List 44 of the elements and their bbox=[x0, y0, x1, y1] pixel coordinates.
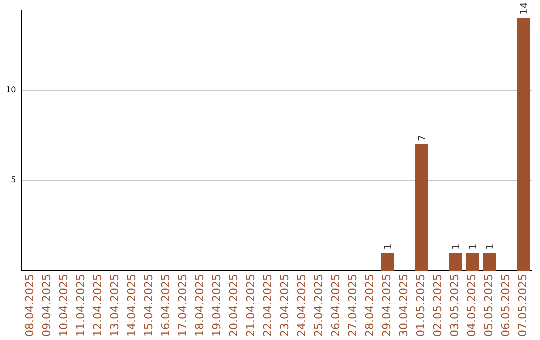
x-tick-label: 01.05.2025 bbox=[414, 274, 428, 338]
x-tick-label: 05.05.2025 bbox=[482, 274, 496, 338]
x-tick-label: 14.04.2025 bbox=[126, 274, 139, 338]
x-tick-label: 13.04.2025 bbox=[108, 274, 122, 338]
x-tick-label: 25.04.2025 bbox=[312, 274, 326, 338]
x-tick-label: 22.04.2025 bbox=[262, 274, 275, 338]
x-tick-label: 30.04.2025 bbox=[398, 274, 411, 338]
x-tick-label: 04.05.2025 bbox=[466, 274, 479, 338]
x-tick-label: 24.04.2025 bbox=[296, 274, 309, 338]
data-label: 14 bbox=[520, 2, 531, 16]
data-label: 1 bbox=[384, 244, 395, 250]
x-tick-label: 02.05.2025 bbox=[432, 274, 445, 338]
x-tick-label: 08.04.2025 bbox=[24, 274, 37, 338]
bar bbox=[381, 252, 394, 272]
x-tick-label: 09.04.2025 bbox=[40, 274, 54, 338]
x-tick-label: 21.04.2025 bbox=[244, 274, 258, 338]
x-tick-label: 06.05.2025 bbox=[500, 274, 513, 338]
bar bbox=[466, 252, 480, 272]
x-tick-label: 27.04.2025 bbox=[346, 274, 360, 338]
x-tick-label: 10.04.2025 bbox=[58, 274, 71, 338]
x-tick-label: 11.04.2025 bbox=[74, 274, 88, 338]
x-tick-label: 29.04.2025 bbox=[380, 274, 394, 338]
x-tick-label: 03.05.2025 bbox=[448, 274, 462, 338]
x-tick-label: 20.04.2025 bbox=[228, 274, 241, 338]
data-label: 1 bbox=[468, 244, 480, 250]
data-label: 7 bbox=[418, 135, 429, 142]
x-tick-label: 07.05.2025 bbox=[516, 274, 530, 338]
data-label: 1 bbox=[486, 244, 497, 250]
data-label: 1 bbox=[452, 244, 463, 250]
bar bbox=[483, 252, 496, 272]
bar bbox=[517, 18, 530, 272]
bar bbox=[449, 252, 462, 272]
x-tick-label: 23.04.2025 bbox=[278, 274, 292, 338]
bar bbox=[415, 144, 428, 272]
x-tick-label: 15.04.2025 bbox=[142, 274, 156, 338]
x-tick-label: 17.04.2025 bbox=[176, 274, 190, 338]
x-tick-label: 12.04.2025 bbox=[92, 274, 105, 338]
y-tick-label: 5 bbox=[11, 176, 16, 185]
y-tick-label: 10 bbox=[6, 85, 16, 94]
x-tick-label: 26.04.2025 bbox=[330, 274, 343, 338]
x-tick-label: 16.04.2025 bbox=[160, 274, 173, 338]
x-tick-label: 28.04.2025 bbox=[364, 274, 377, 338]
x-tick-label: 19.04.2025 bbox=[210, 274, 224, 338]
x-tick-label: 18.04.2025 bbox=[194, 274, 207, 338]
